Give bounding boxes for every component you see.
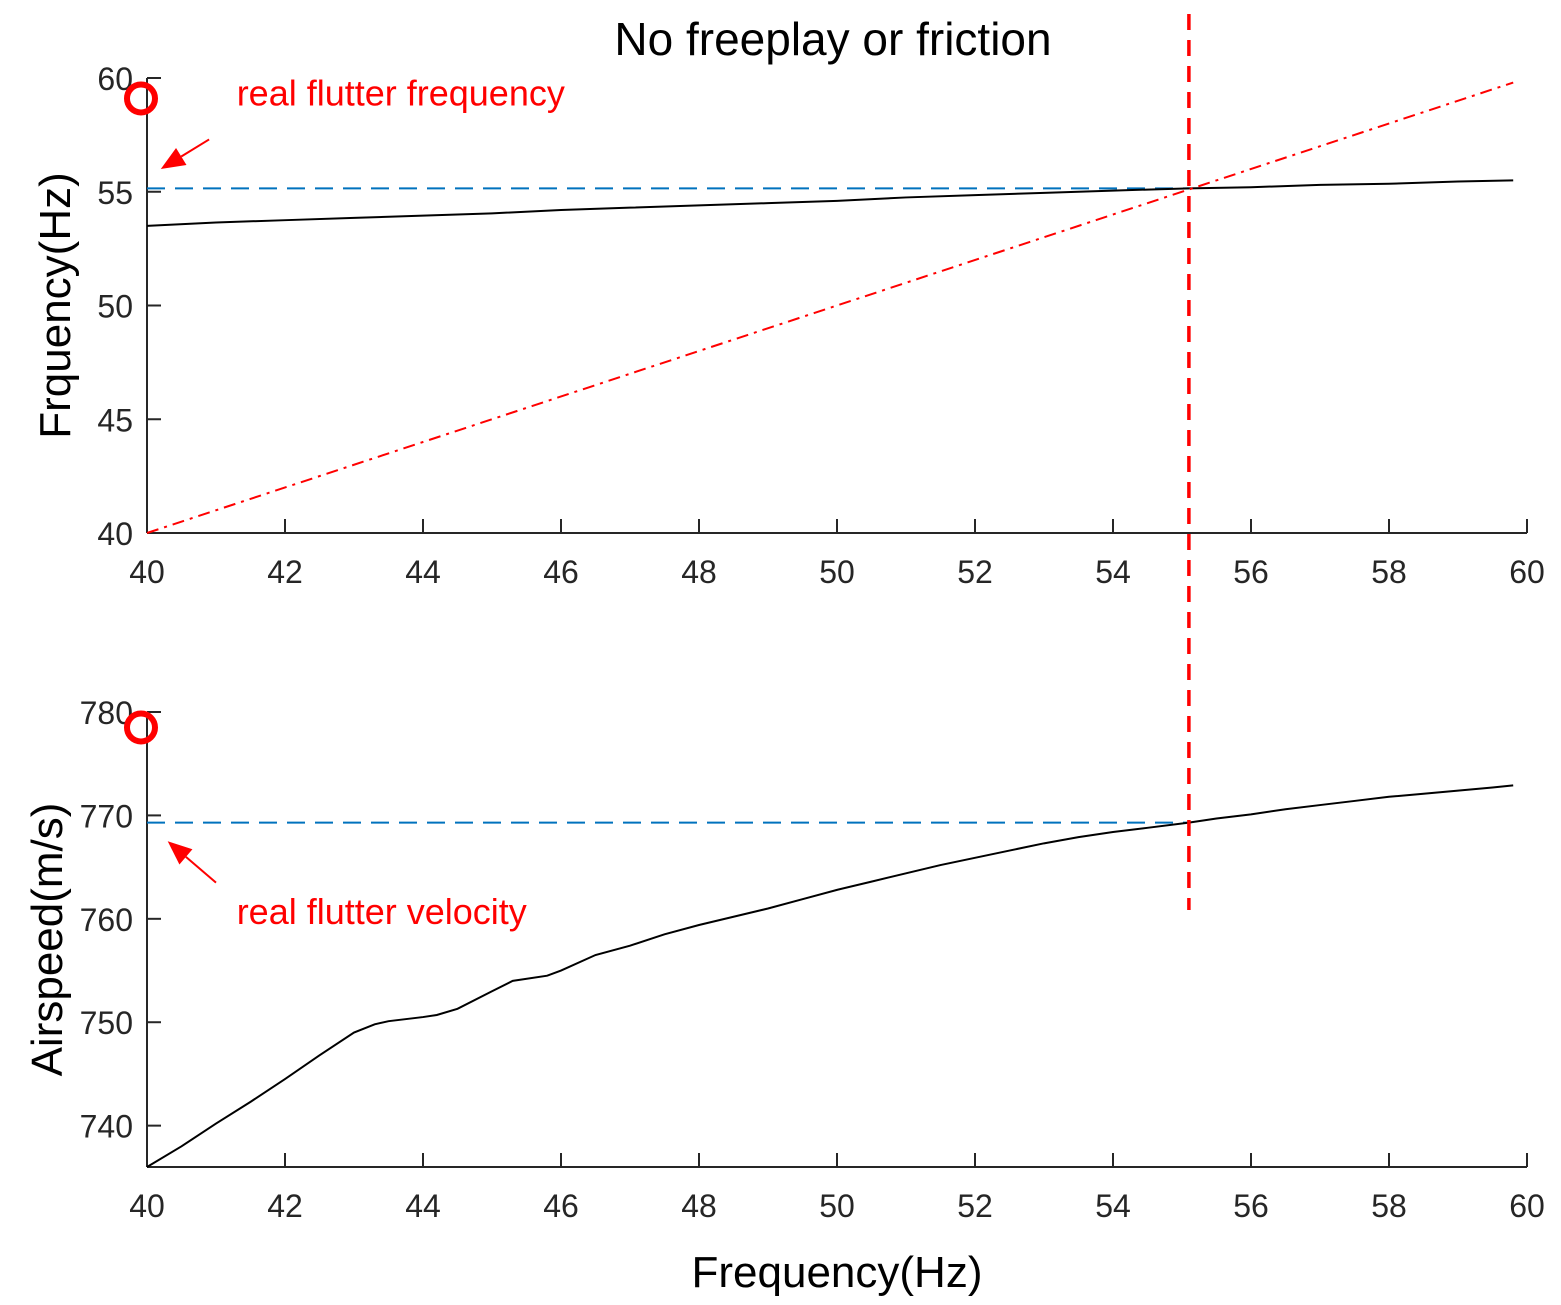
x-tick-label: 50 xyxy=(819,1188,855,1224)
y-tick-label: 50 xyxy=(97,289,133,325)
x-tick-label: 46 xyxy=(543,1188,579,1224)
y-tick-label: 55 xyxy=(97,175,133,211)
x-tick-label: 60 xyxy=(1509,554,1545,590)
annotation-text: real flutter velocity xyxy=(237,891,527,932)
top-panel: 40 42 44 46 48 50 52 54 56 58 604045505560Frquency… xyxy=(31,61,1545,590)
x-tick-label: 42 xyxy=(267,1188,303,1224)
x-tick-label: 46 xyxy=(543,554,579,590)
annotation-arrow-shaft xyxy=(185,856,217,884)
flutter-marker xyxy=(124,710,158,745)
x-tick-label: 54 xyxy=(1095,1188,1131,1224)
x-tick-label: 56 xyxy=(1233,1188,1269,1224)
annotation-arrow-shaft xyxy=(180,138,210,158)
chart-title: No freeplay or friction xyxy=(614,13,1051,65)
x-tick-label: 52 xyxy=(957,1188,993,1224)
y-tick-label: 780 xyxy=(80,695,133,731)
data-series-line xyxy=(146,179,1514,227)
y-tick-label: 40 xyxy=(97,516,133,552)
data-series-line xyxy=(146,784,1514,1168)
x-axis-label: Frequency(Hz) xyxy=(692,1248,983,1297)
reference-line xyxy=(146,81,1514,534)
x-tick-label: 40 xyxy=(129,554,165,590)
annotation-arrow-head xyxy=(167,841,193,865)
x-tick-label: 58 xyxy=(1371,554,1407,590)
x-tick-label: 48 xyxy=(681,1188,717,1224)
x-tick-label: 44 xyxy=(405,1188,441,1224)
y-tick-label: 45 xyxy=(97,402,133,438)
x-tick-label: 50 xyxy=(819,554,855,590)
x-tick-label: 58 xyxy=(1371,1188,1407,1224)
x-tick-label: 60 xyxy=(1509,1188,1545,1224)
y-tick-label: 770 xyxy=(80,798,133,834)
x-tick-label: 40 xyxy=(129,1188,165,1224)
bottom-panel: 40 42 44 46 48 50 52 54 56 58 60 740 750 760 770 780 Air… xyxy=(23,695,1545,1297)
x-tick-label: 52 xyxy=(957,554,993,590)
x-tick-label: 54 xyxy=(1095,554,1131,590)
annotation-arrow-head xyxy=(160,147,187,169)
y-tick-label: 760 xyxy=(80,902,133,938)
x-tick-label: 48 xyxy=(681,554,717,590)
y-tick-label: 740 xyxy=(80,1109,133,1145)
y-tick-label: 750 xyxy=(80,1005,133,1041)
y-axis-label: Frquency(Hz) xyxy=(31,172,80,439)
x-tick-label: 42 xyxy=(267,554,303,590)
x-tick-label: 44 xyxy=(405,554,441,590)
annotation-text: real flutter frequency xyxy=(237,72,565,113)
flutter-marker xyxy=(124,81,158,116)
y-axis-label: Airspeed(m/s) xyxy=(23,803,72,1077)
x-tick-label: 56 xyxy=(1233,554,1269,590)
